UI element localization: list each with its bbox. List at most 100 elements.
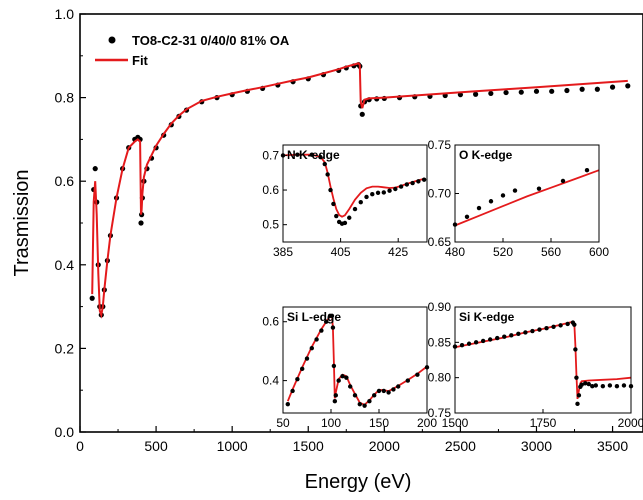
y-tick-label: 0.4 <box>55 257 75 273</box>
inset-data-point <box>295 152 300 157</box>
inset-data-point <box>322 161 327 167</box>
inset-y-tick-label: 0.90 <box>428 300 452 314</box>
inset-data-point <box>572 322 577 327</box>
inset-title: O K-edge <box>459 148 513 162</box>
data-point <box>488 90 494 97</box>
inset-data-point <box>342 220 348 226</box>
inset-data-point <box>537 327 542 332</box>
inset-data-point <box>544 326 549 331</box>
inset-frame <box>282 144 428 243</box>
inset-data-point <box>398 184 404 189</box>
inset-data-point <box>344 375 349 380</box>
inset-data-point <box>614 383 620 389</box>
x-tick-label: 0 <box>76 438 84 454</box>
inset-3: Si L-edge 50 100 150 200 0.4 0.6 <box>262 306 437 430</box>
inset-data-point <box>396 384 401 389</box>
inset-data-point <box>352 206 358 212</box>
inset-y-tick-label: 0.70 <box>428 187 452 201</box>
inset-data-point <box>376 388 382 394</box>
inset-y-tick-label: 0.85 <box>428 335 452 349</box>
inset-data-point <box>328 187 333 193</box>
x-tick-label: 2500 <box>445 438 476 454</box>
legend-marker-points <box>108 36 116 44</box>
y-tick-label: 0.6 <box>55 173 75 189</box>
inset-data-point <box>488 337 493 342</box>
inset-title: Si K-edge <box>459 310 515 324</box>
inset-y-tick-label: 0.4 <box>262 374 279 388</box>
inset-title: N K-edge <box>287 148 340 162</box>
inset-data-point <box>381 190 386 195</box>
inset-y-tick-label: 0.6 <box>262 315 279 329</box>
x-tick-label: 1000 <box>217 438 248 454</box>
inset-1: N K-edge 385 405 425 0.5 0.6 0.7 <box>262 144 428 259</box>
inset-x-tick-label: 50 <box>276 416 290 430</box>
data-point <box>89 295 95 301</box>
inset-data-point <box>314 337 319 342</box>
inset-data-point <box>285 401 290 407</box>
inset-data-point <box>357 401 362 407</box>
inset-data-point <box>324 319 329 324</box>
inset-data-point <box>300 366 305 372</box>
inset-x-tick-label: 425 <box>388 245 408 259</box>
inset-data-point <box>586 381 591 387</box>
inset-data-point <box>575 401 580 407</box>
data-point <box>625 83 631 89</box>
inset-data-point <box>464 214 470 219</box>
inset-data-point <box>536 186 542 191</box>
inset-data-point <box>325 172 330 177</box>
inset-x-tick-label: 480 <box>445 245 465 259</box>
x-tick-label: 500 <box>144 438 168 454</box>
main-plot-frame <box>79 13 643 433</box>
inset-data-point <box>415 372 420 377</box>
inset-data-point <box>330 325 336 330</box>
inset-data-point <box>331 201 336 207</box>
inset-x-tick-label: 150 <box>369 416 389 430</box>
inset-background <box>283 145 427 242</box>
inset-data-point <box>404 182 410 187</box>
inset-y-tick-label: 0.65 <box>428 235 452 249</box>
inset-data-point <box>334 213 339 219</box>
inset-x-tick-label: 1500 <box>442 416 469 430</box>
inset-y-tick-label: 0.75 <box>428 406 452 420</box>
data-point <box>533 88 540 94</box>
inset-background <box>455 145 599 242</box>
inset-data-point <box>565 321 570 327</box>
inset-data-point <box>607 383 613 388</box>
inset-data-point <box>358 199 363 205</box>
inset-data-point <box>516 331 521 337</box>
legend-label-points: TO8-C2-31 0/40/0 81% OA <box>132 33 290 48</box>
inset-data-point <box>331 363 337 369</box>
inset-data-point <box>319 328 324 333</box>
inset-data-point <box>352 393 358 398</box>
x-tick-label: 1500 <box>293 438 324 454</box>
data-point <box>473 91 479 97</box>
data-point <box>549 88 555 94</box>
inset-data-point <box>393 186 398 192</box>
inset-data-point <box>560 178 566 184</box>
data-point <box>579 86 585 92</box>
inset-data-point <box>386 390 391 395</box>
data-point <box>138 220 144 226</box>
inset-data-point <box>387 188 392 193</box>
inset-y-tick-label: 0.6 <box>262 183 279 197</box>
inset-y-tick-label: 0.5 <box>262 218 279 232</box>
data-point <box>92 166 98 172</box>
inset-data-point <box>362 403 367 408</box>
legend: TO8-C2-31 0/40/0 81% OA Fit <box>95 33 290 68</box>
inset-data-point <box>372 393 377 398</box>
inset-data-point <box>347 215 352 220</box>
inset-fit-line <box>454 320 632 400</box>
y-axis-label: Trasmission <box>11 169 33 276</box>
inset-data-point <box>584 168 590 173</box>
inset-title: Si L-edge <box>287 310 341 324</box>
inset-data-point <box>333 393 338 398</box>
inset-frame <box>282 306 428 414</box>
inset-x-tick-label: 2000 <box>618 416 643 430</box>
inset-data-point <box>290 388 295 394</box>
x-tick-label: 3500 <box>597 438 628 454</box>
main-plot: 0 500 1000 1500 2000 2500 3000 3500 0.0 0.2 0.4 0.6… <box>55 6 643 454</box>
inset-data-point <box>551 324 556 329</box>
inset-2: O K-edge 480 520 560 600 0.65 0.70 0.75 <box>428 138 610 259</box>
x-tick-label: 2000 <box>369 438 400 454</box>
